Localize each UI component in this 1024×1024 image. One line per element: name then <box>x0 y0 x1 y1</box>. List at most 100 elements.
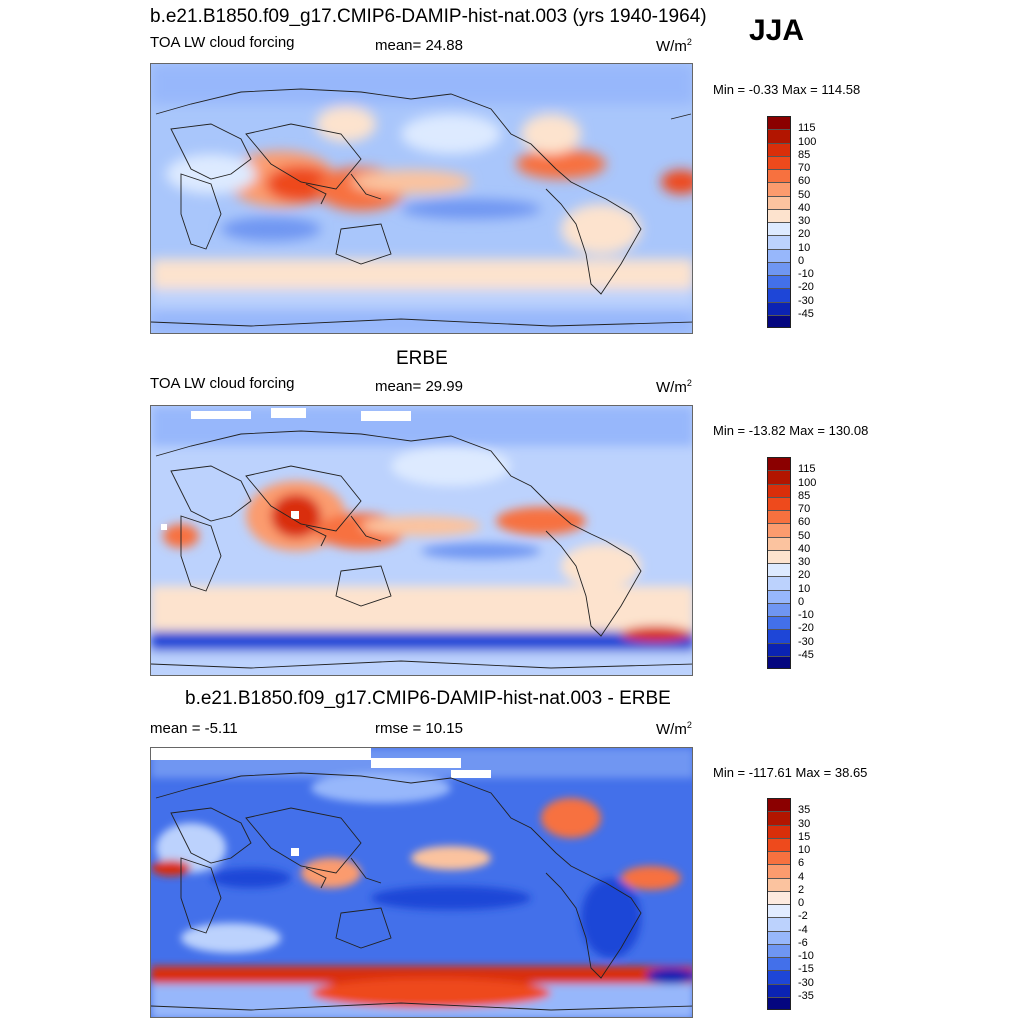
panel-diff-mean: mean = -5.11 <box>150 720 238 737</box>
colorbar-tick-label: -6 <box>798 936 808 949</box>
colorbar-swatch <box>767 169 791 183</box>
colorbar-swatch <box>767 261 791 275</box>
colorbar-tick-label: 30 <box>798 556 811 568</box>
panel-diff-rmse: rmse = 10.15 <box>375 720 463 737</box>
map-model <box>150 63 693 334</box>
panel-obs-unit: W/m2 <box>656 378 692 396</box>
colorbar-tick-label: 85 <box>798 148 811 161</box>
colorbar-tick-label: 4 <box>798 870 805 883</box>
panel-diff-title: b.e21.B1850.f09_g17.CMIP6-DAMIP-hist-nat… <box>185 688 671 709</box>
colorbar-swatch <box>767 642 791 656</box>
colorbar-tick-label: 115 <box>798 122 816 135</box>
colorbar-swatch <box>767 275 791 289</box>
colorbar-tick-label: 10 <box>798 844 811 856</box>
colorbar-tick-label: -20 <box>798 622 814 635</box>
colorbar-model: 115 100 85 70 60 50 40 30 20 10 0 -10 -20 -30 -45 <box>767 116 816 328</box>
colorbar-tick-label: -20 <box>798 281 814 294</box>
colorbar-swatch <box>767 930 791 944</box>
colorbar-tick-label: 10 <box>798 582 811 595</box>
colorbar-tick-label: 0 <box>798 254 805 267</box>
colorbar-tick-label: 30 <box>798 817 811 830</box>
map-diff <box>150 747 693 1018</box>
colorbar-swatch <box>767 864 791 878</box>
colorbar-swatch <box>767 222 791 236</box>
colorbar-swatch <box>767 195 791 209</box>
colorbar-tick-label: -30 <box>798 294 814 307</box>
colorbar-tick-label: 15 <box>798 830 811 843</box>
panel-model-mean: mean= 24.88 <box>375 37 463 54</box>
colorbar-frame <box>767 798 791 1010</box>
panel-diff-minmax: Min = -117.61 Max = 38.65 <box>713 765 868 780</box>
colorbar-tick-label: -30 <box>798 976 814 989</box>
colorbar-frame <box>767 457 791 669</box>
colorbar-tick-label: 50 <box>798 188 811 201</box>
colorbar-swatch <box>767 549 791 563</box>
colorbar-tick-label: 2 <box>798 883 805 896</box>
colorbar-swatch <box>767 655 791 669</box>
colorbar-swatch <box>767 837 791 851</box>
season-label: JJA <box>749 14 805 47</box>
colorbar-obs: 115 100 85 70 60 50 40 30 20 10 0 -10 -20 -30 -45 <box>767 457 816 669</box>
colorbar-diff: 35 30 15 10 6 4 2 0 -2 -4 -6 -10 -15 -30 -35 <box>767 798 814 1010</box>
colorbar-swatch <box>767 470 791 484</box>
colorbar-swatch <box>767 890 791 904</box>
colorbar-swatch <box>767 142 791 156</box>
colorbar-tick-label: -10 <box>798 950 814 962</box>
colorbar-swatch <box>767 904 791 918</box>
colorbar-swatch <box>767 235 791 249</box>
colorbar-tick-label: -10 <box>798 609 814 621</box>
colorbar-tick-label: -35 <box>798 989 814 1002</box>
colorbar-tick-label: -15 <box>798 963 814 976</box>
colorbar-swatch <box>767 811 791 825</box>
colorbar-swatch <box>767 483 791 497</box>
colorbar-swatch <box>767 510 791 524</box>
colorbar-tick-label: 85 <box>798 489 811 502</box>
colorbar-tick-label: 60 <box>798 175 811 188</box>
colorbar-swatch <box>767 496 791 510</box>
colorbar-swatch <box>767 917 791 931</box>
colorbar-swatch <box>767 536 791 550</box>
colorbar-swatch <box>767 182 791 196</box>
colorbar-tick-label: 60 <box>798 516 811 529</box>
colorbar-tick-label: 40 <box>798 201 811 214</box>
colorbar-swatch <box>767 957 791 971</box>
colorbar-tick-label: 50 <box>798 529 811 542</box>
colorbar-tick-label: 70 <box>798 503 811 515</box>
colorbar-swatch <box>767 824 791 838</box>
colorbar-swatch <box>767 851 791 865</box>
colorbar-tick-label: -45 <box>798 648 814 661</box>
colorbar-swatch <box>767 208 791 222</box>
colorbar-swatch <box>767 970 791 984</box>
colorbar-tick-label: 30 <box>798 215 811 227</box>
colorbar-tick-label: 0 <box>798 595 805 608</box>
panel-obs-title: ERBE <box>396 348 448 369</box>
panel-model-minmax: Min = -0.33 Max = 114.58 <box>713 82 861 97</box>
colorbar-swatch <box>767 629 791 643</box>
panel-obs-left-label: TOA LW cloud forcing <box>150 375 295 392</box>
colorbar-swatch <box>767 288 791 302</box>
panel-model-left-label: TOA LW cloud forcing <box>150 34 295 51</box>
colorbar-tick-label: 70 <box>798 162 811 174</box>
panel-model-title: b.e21.B1850.f09_g17.CMIP6-DAMIP-hist-nat… <box>150 6 707 27</box>
colorbar-tick-label: 115 <box>798 463 816 476</box>
colorbar-tick-label: -30 <box>798 635 814 648</box>
colorbar-swatch <box>767 129 791 143</box>
colorbar-swatch <box>767 523 791 537</box>
colorbar-swatch <box>767 943 791 957</box>
colorbar-tick-label: -10 <box>798 268 814 280</box>
panel-obs-mean: mean= 29.99 <box>375 378 463 395</box>
colorbar-tick-label: 0 <box>798 897 805 909</box>
panel-diff-unit: W/m2 <box>656 720 692 738</box>
colorbar-frame <box>767 116 791 328</box>
panel-model-unit: W/m2 <box>656 37 692 55</box>
colorbar-tick-label: 20 <box>798 569 811 582</box>
colorbar-tick-label: -45 <box>798 307 814 320</box>
colorbar-tick-label: -2 <box>798 910 808 923</box>
colorbar-tick-label: 20 <box>798 228 811 241</box>
map-obs <box>150 405 693 676</box>
colorbar-tick-label: 100 <box>798 135 817 148</box>
colorbar-tick-label: 35 <box>798 804 811 817</box>
colorbar-swatch <box>767 155 791 169</box>
colorbar-swatch <box>767 996 791 1010</box>
colorbar-swatch <box>767 301 791 315</box>
